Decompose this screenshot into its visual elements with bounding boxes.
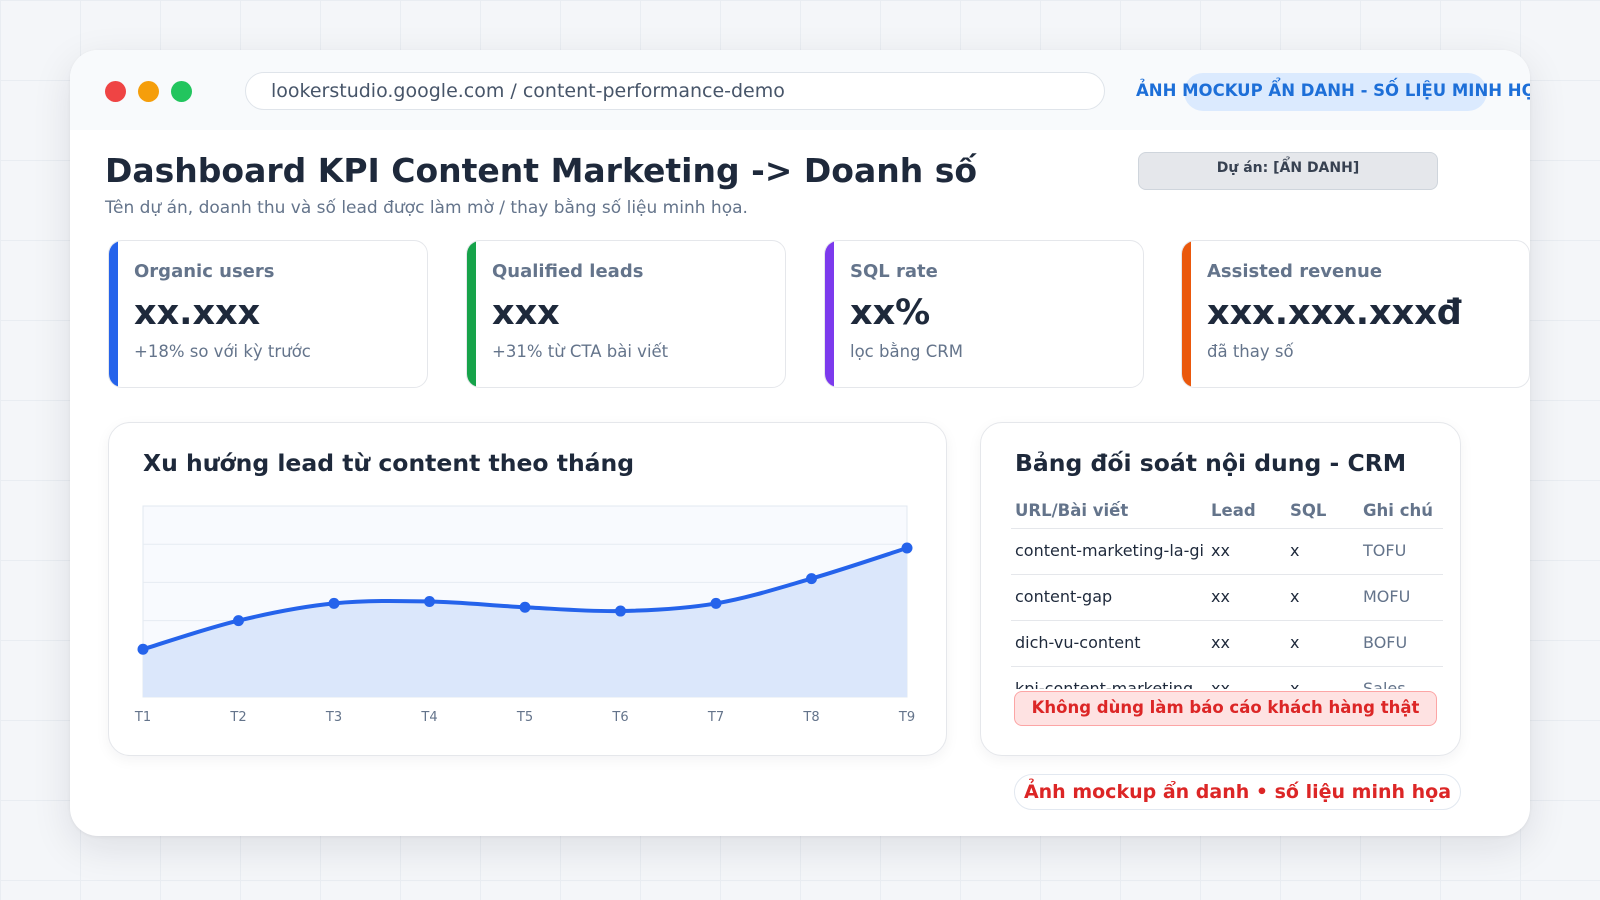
- mockup-banner-pill: [1184, 73, 1487, 111]
- data-point: [328, 597, 340, 609]
- content-crm-table: URL/Bài viết Lead SQL Ghi chú content-ma…: [1011, 501, 1443, 689]
- data-point: [519, 601, 531, 613]
- cell-lead: xx: [1211, 587, 1230, 606]
- table-row[interactable]: content-gap xx x MOFU: [1011, 574, 1443, 621]
- kpi-value: xx%: [850, 293, 931, 333]
- kpi-label: Organic users: [134, 261, 275, 282]
- kpi-card-qualified-leads: Qualified leads xxx +31% từ CTA bài viết: [466, 240, 786, 388]
- cell-note: MOFU: [1363, 587, 1411, 606]
- x-tick-label: T8: [802, 710, 819, 725]
- column-header-lead: Lead: [1211, 501, 1256, 520]
- page-subtitle: Tên dự án, doanh thu và số lead được làm…: [105, 198, 748, 218]
- data-point: [424, 596, 435, 607]
- kpi-accent-bar: [467, 241, 476, 387]
- warning-banner: Không dùng làm báo cáo khách hàng thật: [1014, 691, 1437, 726]
- series-area-fill: [143, 548, 907, 697]
- cell-note: Sales: [1363, 679, 1406, 689]
- kpi-note: +18% so với kỳ trước: [134, 342, 311, 361]
- x-tick-label: T7: [707, 710, 724, 725]
- cell-sql: x: [1290, 541, 1300, 560]
- cell-url: content-gap: [1015, 587, 1113, 606]
- address-bar[interactable]: lookerstudio.google.com / content-perfor…: [245, 72, 1105, 110]
- data-point: [233, 615, 244, 627]
- kpi-label: Assisted revenue: [1207, 261, 1383, 282]
- x-tick-label: T6: [611, 710, 628, 725]
- close-window-dot[interactable]: [105, 81, 126, 102]
- lead-trend-chart: T1 T2 T3 T4 T5 T6 T7 T8 T9: [134, 505, 915, 725]
- lead-trend-chart-card: Xu hướng lead từ content theo tháng T1 T2…: [108, 422, 947, 756]
- mockup-banner-text: ẢNH MOCKUP ẨN DANH - SỐ LIỆU MINH HỌA: [1136, 81, 1530, 100]
- project-badge: Dự án: [ẨN DANH]: [1138, 152, 1438, 190]
- data-point: [710, 597, 722, 609]
- kpi-note: đã thay số: [1207, 342, 1294, 361]
- column-header-url: URL/Bài viết: [1015, 501, 1129, 520]
- cell-sql: x: [1290, 587, 1300, 606]
- table-title: Bảng đối soát nội dung - CRM: [1015, 449, 1407, 477]
- x-tick-label: T1: [134, 710, 151, 725]
- kpi-card-assisted-revenue: Assisted revenue xxx.xxx.xxxđ đã thay số: [1181, 240, 1530, 388]
- maximize-window-dot[interactable]: [171, 81, 192, 102]
- cell-note: BOFU: [1363, 633, 1408, 652]
- data-point: [615, 605, 626, 617]
- table-row[interactable]: dich-vu-content xx x BOFU: [1011, 620, 1443, 667]
- kpi-label: SQL rate: [850, 261, 938, 282]
- cell-note: TOFU: [1363, 541, 1407, 560]
- kpi-accent-bar: [109, 241, 118, 387]
- cell-lead: xx: [1211, 541, 1230, 560]
- cell-lead: xx: [1211, 679, 1230, 689]
- data-point: [806, 573, 817, 585]
- cell-sql: x: [1290, 633, 1300, 652]
- x-tick-label: T5: [516, 710, 533, 725]
- browser-titlebar: lookerstudio.google.com / content-perfor…: [70, 50, 1530, 130]
- x-tick-label: T9: [898, 710, 915, 725]
- cell-url: content-marketing-la-gi: [1015, 541, 1204, 560]
- cell-url: kpi-content-marketing: [1015, 679, 1194, 689]
- kpi-card-organic-users: Organic users xx.xxx +18% so với kỳ trướ…: [108, 240, 428, 388]
- kpi-note: +31% từ CTA bài viết: [492, 342, 669, 361]
- x-tick-label: T4: [420, 710, 437, 725]
- table-row[interactable]: kpi-content-marketing xx x Sales: [1011, 666, 1443, 689]
- kpi-value: xx.xxx: [134, 293, 261, 333]
- data-point: [137, 643, 149, 655]
- table-row[interactable]: content-marketing-la-gi xx x TOFU: [1011, 528, 1443, 575]
- cell-sql: x: [1290, 679, 1300, 689]
- browser-window: lookerstudio.google.com / content-perfor…: [70, 50, 1530, 836]
- x-tick-label: T3: [325, 710, 342, 725]
- kpi-label: Qualified leads: [492, 261, 644, 282]
- kpi-value: xxx: [492, 293, 560, 333]
- kpi-accent-bar: [825, 241, 834, 387]
- column-header-sql: SQL: [1290, 501, 1327, 520]
- kpi-card-sql-rate: SQL rate xx% lọc bằng CRM: [824, 240, 1144, 388]
- kpi-value: xxx.xxx.xxxđ: [1207, 293, 1462, 333]
- chart-title: Xu hướng lead từ content theo tháng: [143, 449, 635, 477]
- x-tick-label: T2: [229, 710, 246, 725]
- minimize-window-dot[interactable]: [138, 81, 159, 102]
- page-title: Dashboard KPI Content Marketing -> Doanh…: [105, 151, 978, 190]
- cell-url: dich-vu-content: [1015, 633, 1141, 652]
- kpi-note: lọc bằng CRM: [850, 342, 963, 361]
- kpi-accent-bar: [1182, 241, 1191, 387]
- cell-lead: xx: [1211, 633, 1230, 652]
- column-header-note: Ghi chú: [1363, 501, 1433, 520]
- footer-badge: Ảnh mockup ẩn danh • số liệu minh họa: [1014, 774, 1461, 810]
- data-point: [901, 542, 913, 554]
